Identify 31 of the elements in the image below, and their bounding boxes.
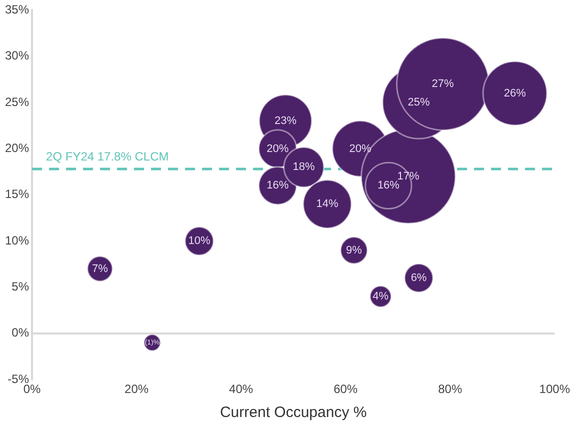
data-label: 17% [397, 170, 420, 182]
data-label: 9% [346, 244, 362, 256]
data-label: 16% [266, 180, 289, 192]
data-label: 10% [188, 235, 210, 248]
x-tick-label: 80% [438, 382, 462, 396]
data-label: 18% [292, 161, 316, 174]
data-label: 26% [504, 87, 526, 100]
ref-line-label: 2Q FY24 17.8% CLCM [46, 149, 169, 164]
y-tick-label: 25% [4, 94, 30, 109]
data-label: 27% [432, 78, 454, 90]
x-tick-label: 60% [334, 382, 358, 396]
data-label: 23% [274, 115, 297, 128]
data-label: 6% [410, 272, 427, 284]
x-tick-label: 20% [124, 382, 149, 396]
y-tick-label: 5% [12, 280, 30, 294]
data-label: 4% [372, 290, 389, 303]
x-axis-title: Current Occupancy % [220, 404, 367, 422]
x-tick-label: 100% [539, 382, 570, 396]
y-tick-label: 35% [4, 2, 30, 17]
y-tick-label: 20% [4, 141, 30, 156]
data-label: 7% [92, 262, 108, 275]
y-tick-label: 30% [4, 48, 30, 63]
y-tick-label: 0% [12, 326, 30, 340]
data-label: 25% [408, 96, 430, 109]
data-label: 16% [377, 180, 400, 192]
y-tick-label: 15% [4, 187, 30, 202]
data-label: 20% [349, 142, 372, 155]
x-tick-label: 40% [229, 382, 254, 396]
y-tick-label: 10% [4, 233, 30, 248]
data-label: 20% [266, 142, 289, 155]
data-label: 14% [316, 198, 339, 210]
